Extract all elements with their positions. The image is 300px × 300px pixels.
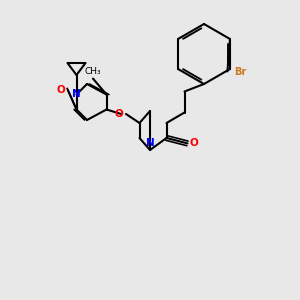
Text: N: N — [146, 139, 154, 148]
Text: N: N — [72, 89, 81, 100]
Text: O: O — [57, 85, 65, 95]
Text: O: O — [115, 109, 124, 119]
Text: CH₃: CH₃ — [85, 67, 101, 76]
Text: O: O — [190, 138, 199, 148]
Text: Br: Br — [234, 67, 246, 77]
